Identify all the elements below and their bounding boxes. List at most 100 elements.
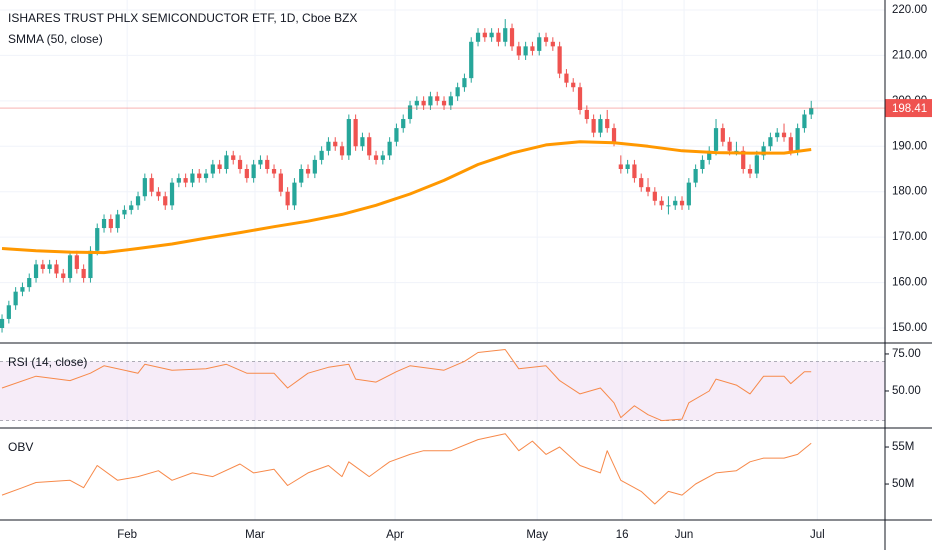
candle-body xyxy=(135,196,141,206)
candle-body xyxy=(686,182,691,206)
candle-body xyxy=(802,114,807,129)
candle-body xyxy=(176,178,181,183)
candle-body xyxy=(373,155,379,160)
x-tick-label: Jun xyxy=(675,529,694,541)
candle-body xyxy=(788,137,793,151)
candle-body xyxy=(251,164,256,179)
candle-body xyxy=(496,32,501,42)
candle-body xyxy=(265,159,270,170)
candle-body xyxy=(530,46,535,51)
candle-body xyxy=(455,87,460,97)
y-tick-label: 75.00 xyxy=(892,348,921,360)
candle-body xyxy=(747,169,753,174)
candle-body xyxy=(537,37,542,51)
candle-body xyxy=(591,119,596,133)
candle-body xyxy=(611,128,617,142)
y-tick-label: 220.00 xyxy=(892,4,927,16)
candle-body xyxy=(183,178,188,183)
candle-body xyxy=(639,178,644,188)
candle-body xyxy=(727,141,732,151)
candle-body xyxy=(149,178,154,192)
candle-body xyxy=(81,268,86,279)
candle-body xyxy=(584,109,589,120)
x-tick-label: Mar xyxy=(245,529,265,541)
candle-body xyxy=(115,214,120,229)
indicator-line xyxy=(1,433,812,505)
candle-body xyxy=(40,264,45,269)
candle-body xyxy=(448,96,453,106)
candle-body xyxy=(380,155,385,160)
candle-body xyxy=(67,255,73,279)
candle-body xyxy=(326,141,331,151)
candle-body xyxy=(6,305,11,319)
candle-body xyxy=(13,291,18,306)
x-tick-label: May xyxy=(526,529,548,541)
candle-body xyxy=(203,173,209,179)
y-tick-label: 210.00 xyxy=(892,49,927,61)
y-tick-label: 180.00 xyxy=(892,186,927,198)
candle-body xyxy=(224,155,229,170)
candle-body xyxy=(108,218,113,229)
candle-body xyxy=(781,132,787,138)
candle-body xyxy=(435,96,440,101)
candle-body xyxy=(577,87,583,110)
x-tick-label: Feb xyxy=(117,529,137,541)
candle-body xyxy=(244,169,249,179)
candle-body xyxy=(367,137,372,156)
candle-body xyxy=(258,159,263,165)
candle-body xyxy=(407,105,413,120)
candle-body xyxy=(122,209,127,215)
candle-body xyxy=(645,187,651,192)
candle-body xyxy=(550,41,555,47)
candle-body xyxy=(387,141,392,156)
candle-body xyxy=(503,28,508,42)
candle-body xyxy=(543,37,549,42)
y-tick-label: 50.00 xyxy=(892,385,921,397)
candle-body xyxy=(271,169,277,174)
last-price-label: 198.41 xyxy=(892,103,927,115)
y-tick-label: 190.00 xyxy=(892,140,927,152)
candle-body xyxy=(666,205,671,207)
candle-body xyxy=(217,164,222,170)
candle-body xyxy=(659,200,664,206)
candle-body xyxy=(237,159,243,170)
y-tick-label: 170.00 xyxy=(892,231,927,243)
candle-body xyxy=(679,200,685,206)
candle-body xyxy=(169,182,175,206)
candle-body xyxy=(761,146,766,156)
candle-body xyxy=(421,100,426,106)
candle-body xyxy=(414,100,419,106)
candle-body xyxy=(795,128,800,151)
candle-body xyxy=(700,159,705,170)
candle-body xyxy=(482,32,487,38)
legend-entry: SMMA (50, close) xyxy=(8,32,103,46)
smma-line xyxy=(1,140,812,255)
candle-body xyxy=(516,46,521,56)
candle-body xyxy=(768,137,773,147)
candle-body xyxy=(305,169,311,174)
candle-body xyxy=(618,164,623,170)
candle-body xyxy=(741,150,746,170)
y-tick-label: 160.00 xyxy=(892,277,927,289)
candle-body xyxy=(101,218,107,229)
candle-body xyxy=(285,191,290,206)
candle-body xyxy=(713,128,719,151)
candle-body xyxy=(489,32,494,38)
candle-body xyxy=(299,169,304,183)
candle-body xyxy=(333,141,338,147)
candle-body xyxy=(652,191,657,201)
chart-title: ISHARES TRUST PHLX SEMICONDUCTOR ETF, 1D… xyxy=(8,11,357,25)
candle-body xyxy=(754,155,759,174)
y-tick-label: 50M xyxy=(892,478,914,490)
candle-body xyxy=(190,173,195,183)
candle-body xyxy=(475,32,481,42)
candle-body xyxy=(557,46,562,74)
candle-body xyxy=(394,128,399,142)
candle-body xyxy=(775,132,780,138)
y-tick-label: 150.00 xyxy=(892,322,927,334)
candle-body xyxy=(47,264,52,269)
candle-body xyxy=(605,119,610,129)
candle-body xyxy=(346,119,351,156)
